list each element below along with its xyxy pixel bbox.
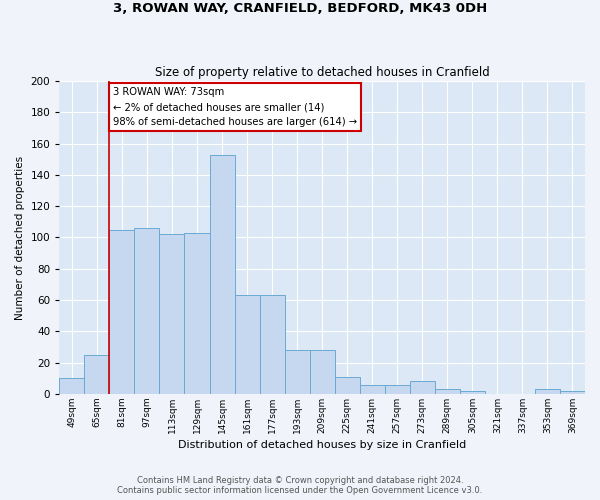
Y-axis label: Number of detached properties: Number of detached properties [15, 156, 25, 320]
Title: Size of property relative to detached houses in Cranfield: Size of property relative to detached ho… [155, 66, 490, 78]
Bar [59, 378, 85, 394]
Bar [410, 382, 435, 394]
Bar [460, 391, 485, 394]
Bar [85, 355, 109, 394]
Bar [134, 228, 160, 394]
Bar [335, 376, 360, 394]
X-axis label: Distribution of detached houses by size in Cranfield: Distribution of detached houses by size … [178, 440, 466, 450]
Bar [385, 384, 410, 394]
Bar [560, 391, 585, 394]
Text: 3 ROWAN WAY: 73sqm
← 2% of detached houses are smaller (14)
98% of semi-detached: 3 ROWAN WAY: 73sqm ← 2% of detached hous… [113, 88, 357, 127]
Bar [160, 234, 184, 394]
Bar [209, 154, 235, 394]
Text: Contains HM Land Registry data © Crown copyright and database right 2024.
Contai: Contains HM Land Registry data © Crown c… [118, 476, 482, 495]
Bar [184, 233, 209, 394]
Bar [235, 296, 260, 394]
Bar [310, 350, 335, 394]
Bar [109, 230, 134, 394]
Bar [260, 296, 284, 394]
Text: 3, ROWAN WAY, CRANFIELD, BEDFORD, MK43 0DH: 3, ROWAN WAY, CRANFIELD, BEDFORD, MK43 0… [113, 2, 487, 16]
Bar [284, 350, 310, 394]
Bar [360, 384, 385, 394]
Bar [535, 389, 560, 394]
Bar [435, 389, 460, 394]
